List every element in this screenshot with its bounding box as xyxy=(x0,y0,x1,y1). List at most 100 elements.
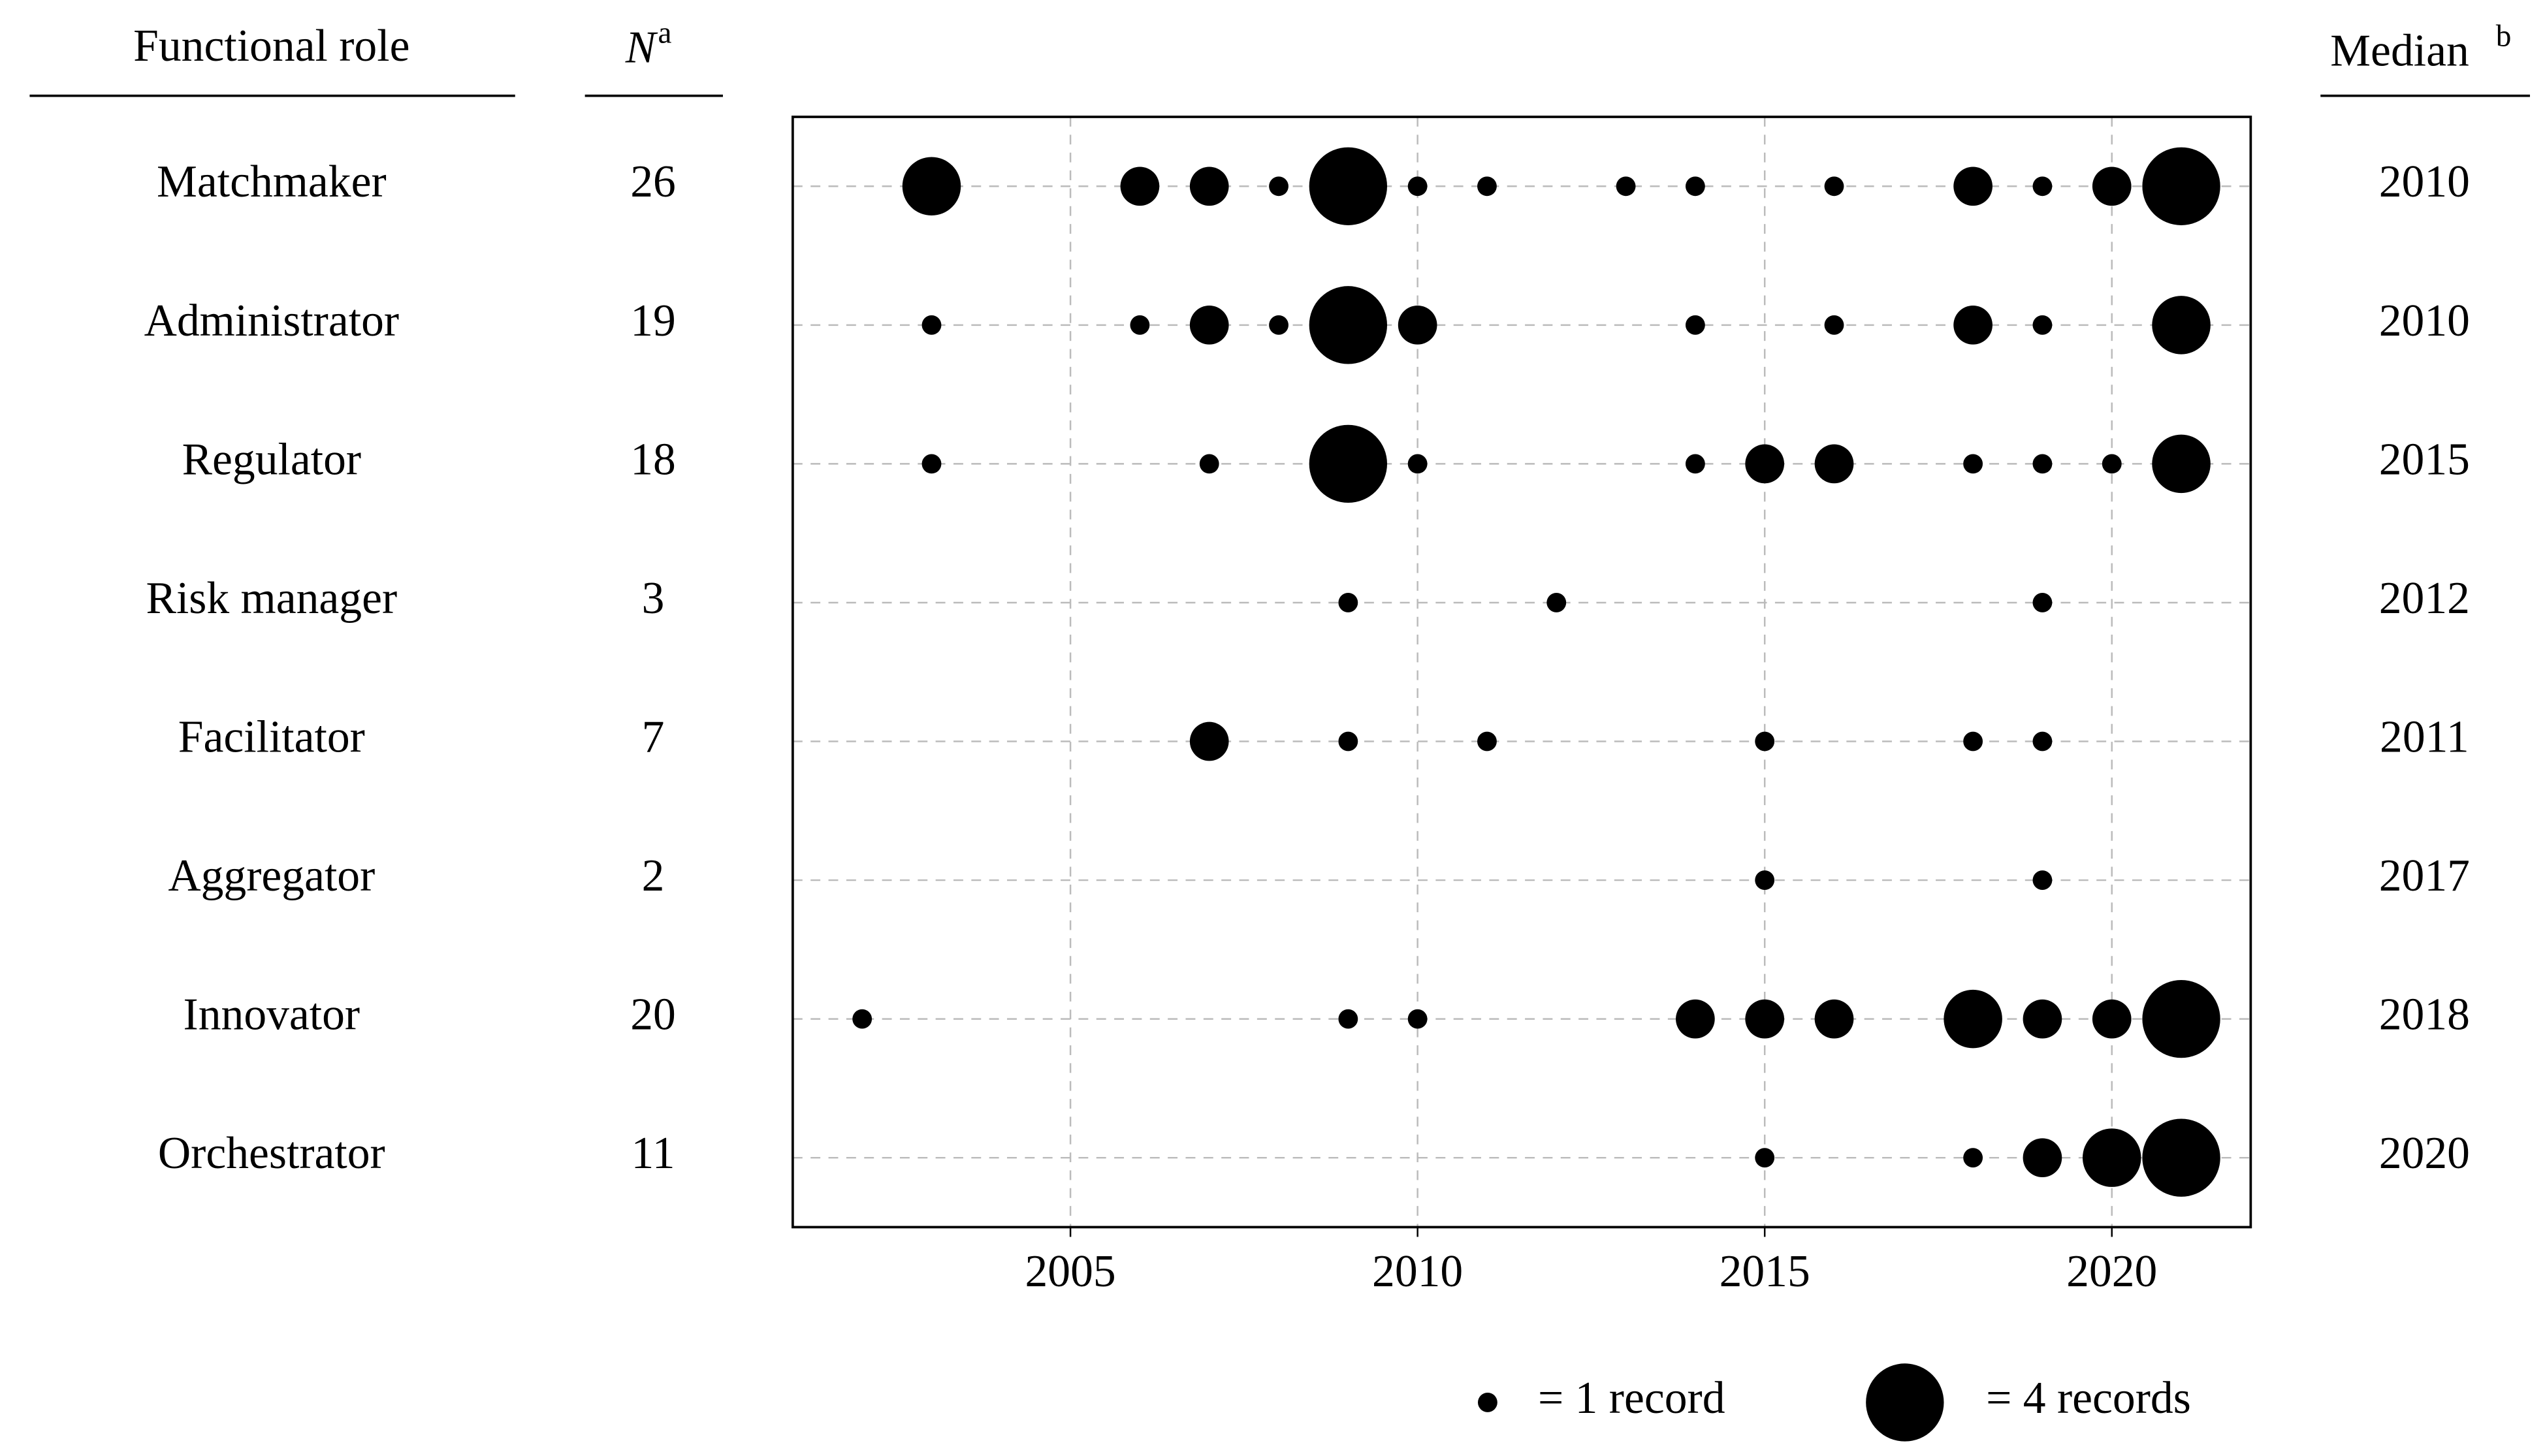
bubble xyxy=(1546,593,1567,612)
legend-bubble xyxy=(1477,1393,1497,1412)
row-label: Administrator xyxy=(144,296,399,346)
row-count: 20 xyxy=(630,990,676,1040)
bubble xyxy=(852,1009,872,1029)
bubble xyxy=(1477,731,1497,752)
bubble xyxy=(2082,1128,2141,1187)
bubble xyxy=(921,454,942,474)
plot-frame xyxy=(792,116,2252,1229)
row-label: Risk manager xyxy=(146,573,398,624)
row-median: 2010 xyxy=(2379,157,2470,207)
row-count: 26 xyxy=(630,157,676,207)
bubble xyxy=(1685,454,1705,474)
bubble xyxy=(1814,444,1854,484)
bubble xyxy=(1189,166,1229,206)
column-note: a xyxy=(658,16,672,50)
legend-label: = 4 records xyxy=(1986,1373,2191,1423)
bubble xyxy=(2142,1118,2220,1197)
row-count: 3 xyxy=(642,573,665,624)
bubble xyxy=(2142,147,2220,225)
bubble xyxy=(1745,999,1785,1039)
row-median: 2011 xyxy=(2380,712,2469,762)
bubble xyxy=(1309,424,1388,503)
row-label: Innovator xyxy=(184,990,360,1040)
row-median: 2017 xyxy=(2379,851,2470,901)
bubble xyxy=(1120,166,1160,206)
bubble xyxy=(2092,166,2132,206)
bubble xyxy=(2032,593,2053,612)
row-count: 18 xyxy=(630,434,676,484)
bubble xyxy=(1269,315,1289,335)
bubble xyxy=(1130,315,1150,335)
bubble xyxy=(1755,870,1775,890)
bubble xyxy=(2032,731,2053,752)
row-count: 7 xyxy=(642,712,665,762)
row-median: 2010 xyxy=(2379,296,2470,346)
bubble xyxy=(1963,731,1983,752)
column-header: N xyxy=(625,23,658,73)
legend-label: = 1 record xyxy=(1538,1373,1725,1423)
bubble xyxy=(1309,147,1388,225)
x-tick-label: 2010 xyxy=(1372,1246,1463,1297)
bubble xyxy=(1338,731,1358,752)
bubble xyxy=(2032,870,2053,890)
row-median: 2018 xyxy=(2379,990,2470,1040)
bubble xyxy=(2152,296,2211,355)
bubble xyxy=(2092,999,2132,1039)
x-tick-label: 2020 xyxy=(2066,1246,2157,1297)
bubble xyxy=(1755,731,1775,752)
bubble xyxy=(2032,454,2053,474)
bubble xyxy=(1953,306,1993,345)
row-label: Orchestrator xyxy=(158,1128,385,1179)
bubble xyxy=(1963,1148,1983,1168)
bubble xyxy=(2152,434,2211,494)
row-median: 2015 xyxy=(2379,434,2470,484)
bubble xyxy=(1685,315,1705,335)
x-tick-label: 2015 xyxy=(1720,1246,1810,1297)
column-note: b xyxy=(2496,20,2512,54)
bubble xyxy=(1199,454,1219,474)
bubble xyxy=(2142,979,2220,1058)
row-median: 2020 xyxy=(2379,1128,2470,1179)
bubble xyxy=(1824,315,1844,335)
bubble xyxy=(1407,454,1428,474)
bubble xyxy=(1824,176,1844,197)
bubble xyxy=(1398,306,1437,345)
bubble xyxy=(1963,454,1983,474)
bubble xyxy=(2032,176,2053,197)
row-count: 19 xyxy=(630,296,676,346)
bubble xyxy=(2023,999,2062,1039)
bubble xyxy=(1755,1148,1775,1168)
bubble xyxy=(1745,444,1785,484)
bubble xyxy=(1309,286,1388,364)
bubble xyxy=(1953,166,1993,206)
bubble xyxy=(1407,1009,1428,1029)
bubble xyxy=(1616,176,1636,197)
bubble xyxy=(1944,989,2002,1049)
legend-bubble xyxy=(1866,1363,1944,1442)
row-label: Aggregator xyxy=(168,851,375,901)
row-median: 2012 xyxy=(2379,573,2470,624)
x-tick-label: 2005 xyxy=(1025,1246,1116,1297)
row-label: Regulator xyxy=(182,434,361,484)
bubble xyxy=(1685,176,1705,197)
bubble xyxy=(1189,306,1229,345)
bubble xyxy=(1477,176,1497,197)
row-count: 11 xyxy=(632,1128,675,1179)
bubble xyxy=(902,157,961,216)
bubble xyxy=(1338,593,1358,612)
row-count: 2 xyxy=(642,851,665,901)
row-label: Facilitator xyxy=(178,712,365,762)
row-label: Matchmaker xyxy=(157,157,387,207)
column-header: Functional role xyxy=(133,21,409,71)
bubble xyxy=(1814,999,1854,1039)
bubble xyxy=(1189,721,1229,761)
bubble xyxy=(1338,1009,1358,1029)
bubble xyxy=(1269,176,1289,197)
column-header: Median xyxy=(2330,25,2469,76)
bubble xyxy=(1407,176,1428,197)
bubble xyxy=(2032,315,2053,335)
bubble xyxy=(921,315,942,335)
bubble xyxy=(1676,999,1715,1039)
